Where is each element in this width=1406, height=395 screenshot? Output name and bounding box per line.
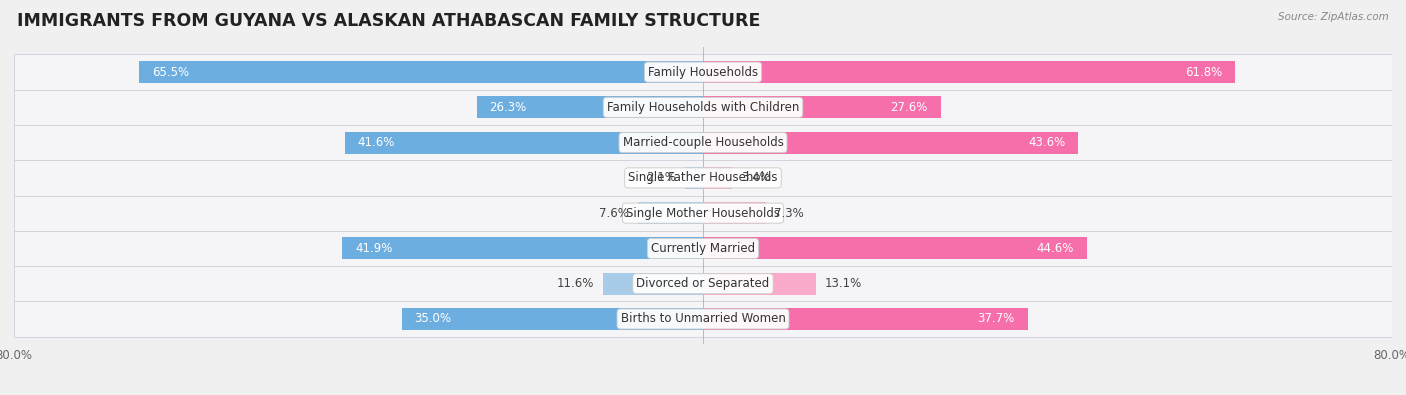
Bar bbox=[637, 202, 703, 224]
Text: Single Mother Households: Single Mother Households bbox=[626, 207, 780, 220]
Text: 11.6%: 11.6% bbox=[557, 277, 595, 290]
Text: 3.4%: 3.4% bbox=[741, 171, 770, 184]
Text: 41.6%: 41.6% bbox=[357, 136, 395, 149]
Bar bbox=[703, 202, 766, 224]
Text: Divorced or Separated: Divorced or Separated bbox=[637, 277, 769, 290]
Bar bbox=[703, 308, 1028, 330]
Bar bbox=[477, 96, 703, 118]
Bar bbox=[603, 273, 703, 295]
Bar bbox=[14, 301, 1392, 337]
Bar bbox=[703, 132, 1078, 154]
Text: 61.8%: 61.8% bbox=[1185, 66, 1222, 79]
Text: Births to Unmarried Women: Births to Unmarried Women bbox=[620, 312, 786, 325]
Text: 7.6%: 7.6% bbox=[599, 207, 628, 220]
Bar bbox=[14, 266, 1392, 301]
Text: Family Households: Family Households bbox=[648, 66, 758, 79]
Text: 26.3%: 26.3% bbox=[489, 101, 527, 114]
Text: Family Households with Children: Family Households with Children bbox=[607, 101, 799, 114]
Text: Married-couple Households: Married-couple Households bbox=[623, 136, 783, 149]
Text: 44.6%: 44.6% bbox=[1036, 242, 1074, 255]
Text: 43.6%: 43.6% bbox=[1028, 136, 1066, 149]
Bar bbox=[342, 237, 703, 260]
Bar bbox=[703, 167, 733, 189]
Text: 2.1%: 2.1% bbox=[647, 171, 676, 184]
Text: Single Father Households: Single Father Households bbox=[628, 171, 778, 184]
Bar bbox=[344, 132, 703, 154]
Text: 37.7%: 37.7% bbox=[977, 312, 1015, 325]
Bar bbox=[14, 196, 1392, 231]
Bar bbox=[14, 55, 1392, 90]
Text: 65.5%: 65.5% bbox=[152, 66, 188, 79]
Text: Source: ZipAtlas.com: Source: ZipAtlas.com bbox=[1278, 12, 1389, 22]
Bar bbox=[139, 61, 703, 83]
Bar bbox=[703, 237, 1087, 260]
Bar bbox=[14, 231, 1392, 266]
Text: 13.1%: 13.1% bbox=[824, 277, 862, 290]
Bar bbox=[14, 160, 1392, 196]
Text: IMMIGRANTS FROM GUYANA VS ALASKAN ATHABASCAN FAMILY STRUCTURE: IMMIGRANTS FROM GUYANA VS ALASKAN ATHABA… bbox=[17, 12, 761, 30]
Bar bbox=[703, 273, 815, 295]
Bar bbox=[685, 167, 703, 189]
Bar bbox=[14, 90, 1392, 125]
Bar bbox=[703, 96, 941, 118]
Bar bbox=[402, 308, 703, 330]
Text: Currently Married: Currently Married bbox=[651, 242, 755, 255]
Text: 41.9%: 41.9% bbox=[356, 242, 392, 255]
Bar bbox=[703, 61, 1236, 83]
Text: 7.3%: 7.3% bbox=[775, 207, 804, 220]
Bar bbox=[14, 125, 1392, 160]
Text: 35.0%: 35.0% bbox=[415, 312, 451, 325]
Text: 27.6%: 27.6% bbox=[890, 101, 928, 114]
